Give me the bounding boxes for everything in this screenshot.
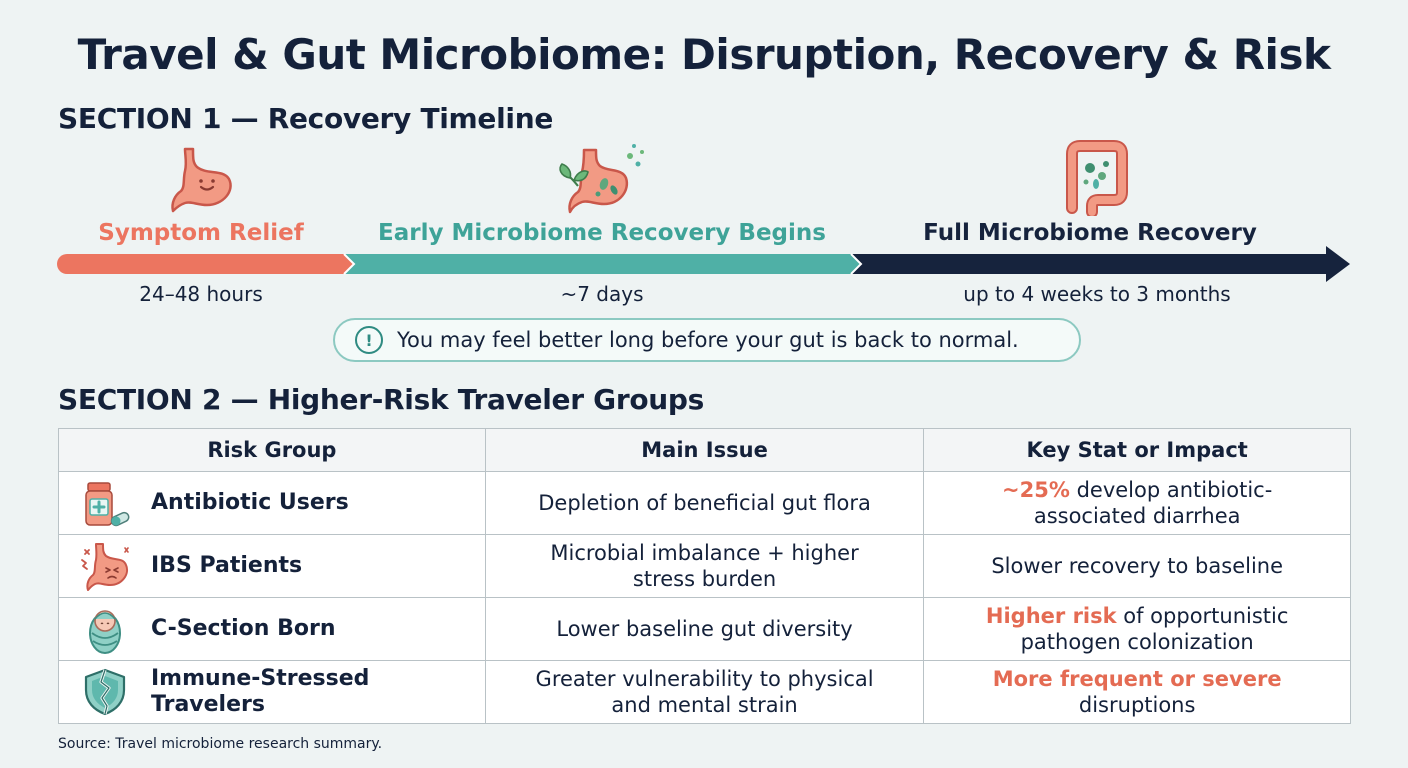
- main-issue-cell: Greater vulnerability to physical and me…: [484, 660, 925, 724]
- stat-highlight: ~25%: [1002, 478, 1070, 502]
- medicine-bottle-icon: [85, 482, 130, 527]
- stat-text: Slower recovery to baseline: [991, 554, 1284, 578]
- key-stat-cell: ~25% develop antibiotic-associated diarr…: [923, 471, 1351, 535]
- timeline-segment-navy: [851, 246, 1350, 282]
- column-header: Main Issue: [484, 428, 925, 472]
- stat-text: develop antibiotic-associated diarrhea: [1033, 478, 1273, 528]
- risk-group-cell: Antibiotic Users: [58, 471, 486, 535]
- main-issue-cell: Depletion of beneficial gut flora: [484, 471, 925, 535]
- stat-text: disruptions: [1078, 693, 1196, 717]
- stage-label-full-recovery: Full Microbiome Recovery: [923, 220, 1257, 246]
- source-note: Source: Travel microbiome research summa…: [58, 736, 383, 752]
- stage-label-early-recovery: Early Microbiome Recovery Begins: [378, 220, 826, 246]
- risk-group-cell: C-Section Born: [58, 597, 486, 661]
- key-stat-cell: Higher risk of opportunistic pathogen co…: [923, 597, 1351, 661]
- section1-heading: SECTION 1 — Recovery Timeline: [58, 102, 554, 135]
- table-row: Immune-Stressed Travelers Greater vulner…: [58, 660, 1351, 724]
- main-issue-cell: Lower baseline gut diversity: [484, 597, 925, 661]
- section2-heading: SECTION 2 — Higher-Risk Traveler Groups: [58, 383, 705, 416]
- risk-groups-table: Risk Group Main Issue Key Stat or Impact: [58, 428, 1351, 724]
- stage-time-symptom-relief: 24–48 hours: [139, 282, 263, 306]
- stomach-sprout-icon: [559, 144, 644, 214]
- risk-group-name: C-Section Born: [151, 616, 336, 641]
- cracked-shield-icon: [84, 668, 126, 716]
- stressed-stomach-icon: [81, 543, 129, 591]
- table-row: Antibiotic Users Depletion of beneficial…: [58, 471, 1351, 535]
- stomach-icon: [171, 147, 232, 213]
- stat-highlight: More frequent or severe: [992, 667, 1282, 691]
- column-header: Key Stat or Impact: [923, 428, 1351, 472]
- swaddled-baby-icon: [89, 610, 121, 654]
- table-header-row: Risk Group Main Issue Key Stat or Impact: [58, 428, 1351, 472]
- exclamation-circle-icon: !: [355, 326, 383, 354]
- key-stat-cell: More frequent or severe disruptions: [923, 660, 1351, 724]
- stage-time-full-recovery: up to 4 weeks to 3 months: [963, 282, 1231, 306]
- stage-time-early-recovery: ~7 days: [560, 282, 644, 306]
- risk-group-name: IBS Patients: [151, 553, 303, 578]
- timeline-bar: [57, 246, 1350, 282]
- note-box: ! You may feel better long before your g…: [333, 318, 1081, 362]
- stat-text: of opportunistic pathogen colonization: [1020, 604, 1289, 654]
- timeline-segment-coral: [57, 254, 354, 274]
- column-header: Risk Group: [58, 428, 486, 472]
- risk-group-name: Immune-Stressed Travelers: [151, 666, 370, 717]
- key-stat-cell: Slower recovery to baseline: [923, 534, 1351, 598]
- stage-label-symptom-relief: Symptom Relief: [98, 220, 304, 246]
- table-row: IBS Patients Microbial imbalance + highe…: [58, 534, 1351, 598]
- page-title: Travel & Gut Microbiome: Disruption, Rec…: [77, 30, 1331, 79]
- main-issue-cell: Microbial imbalance + higher stress burd…: [484, 534, 925, 598]
- timeline-segment-teal: [344, 254, 861, 274]
- table-row: C-Section Born Lower baseline gut divers…: [58, 597, 1351, 661]
- stat-highlight: Higher risk: [985, 604, 1117, 628]
- risk-group-cell: IBS Patients: [58, 534, 486, 598]
- risk-group-cell: Immune-Stressed Travelers: [58, 660, 486, 724]
- risk-group-name: Antibiotic Users: [151, 490, 349, 515]
- intestine-icon: [1066, 140, 1128, 216]
- note-text: You may feel better long before your gut…: [397, 328, 1019, 352]
